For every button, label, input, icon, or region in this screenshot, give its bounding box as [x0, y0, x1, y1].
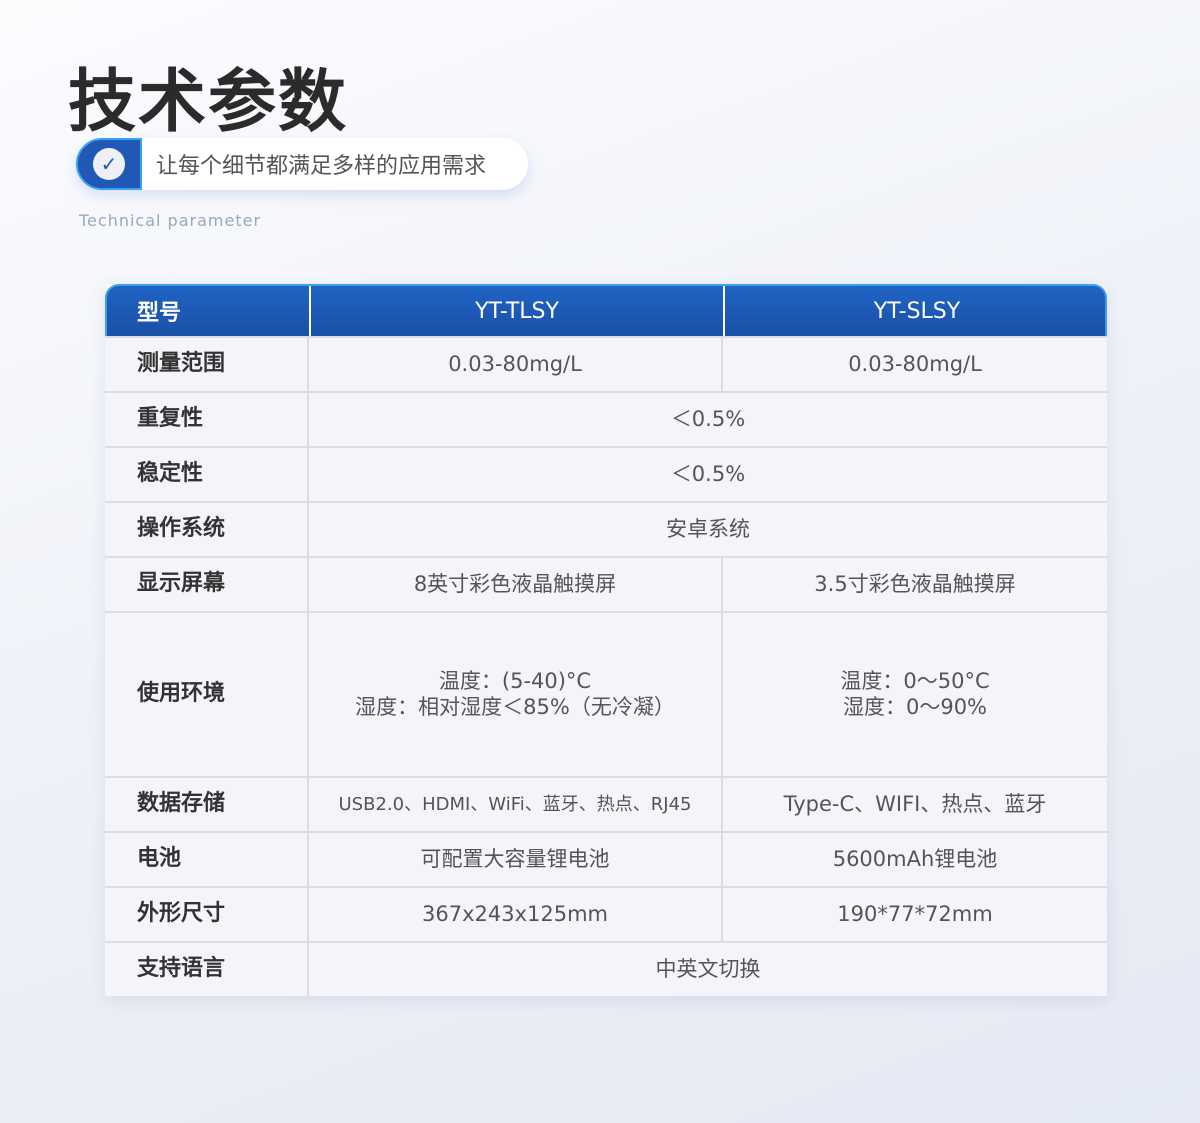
row-label: 电池	[137, 846, 182, 872]
check-icon: ✓	[93, 148, 125, 180]
cell: 温度：0～50°C 湿度：0～90%	[721, 613, 1107, 776]
subtitle: 让每个细节都满足多样的应用需求	[156, 154, 487, 179]
row-label: 支持语言	[137, 956, 226, 982]
row-label: 使用环境	[137, 681, 226, 707]
cell: USB2.0、HDMI、WiFi、蓝牙、热点、RJ45	[307, 778, 721, 831]
temperature: 温度：0～50°C	[840, 669, 990, 694]
table-row: 支持语言 中英文切换	[105, 941, 1107, 996]
cell: 0.03-80mg/L	[721, 338, 1107, 391]
row-label: 外形尺寸	[137, 901, 226, 927]
table-row: 显示屏幕 8英寸彩色液晶触摸屏 3.5寸彩色液晶触摸屏	[105, 556, 1107, 611]
table-header: 型号 YT-TLSY YT-SLSY	[105, 284, 1107, 336]
english-subtitle: Technical parameter	[79, 211, 262, 230]
row-label: 稳定性	[137, 461, 204, 487]
row-label: 显示屏幕	[137, 571, 226, 597]
row-label: 测量范围	[137, 351, 226, 377]
row-label: 重复性	[137, 406, 204, 432]
cell: 0.03-80mg/L	[307, 338, 721, 391]
cell: ＜0.5%	[307, 448, 1107, 501]
cell: 可配置大容量锂电池	[307, 833, 721, 886]
row-label: 数据存储	[137, 791, 226, 817]
cell: 5600mAh锂电池	[721, 833, 1107, 886]
subtitle-pill: ✓ 让每个细节都满足多样的应用需求	[76, 138, 528, 190]
cell: 8英寸彩色液晶触摸屏	[307, 558, 721, 611]
table-row: 外形尺寸 367x243x125mm 190*77*72mm	[105, 886, 1107, 941]
header-yt-tlsy: YT-TLSY	[309, 286, 723, 336]
cell: 安卓系统	[307, 503, 1107, 556]
cell: 3.5寸彩色液晶触摸屏	[721, 558, 1107, 611]
table-row: 稳定性 ＜0.5%	[105, 446, 1107, 501]
cell: 190*77*72mm	[721, 888, 1107, 941]
badge: ✓	[76, 138, 142, 190]
cell: 中英文切换	[307, 943, 1107, 996]
cell: Type-C、WIFI、热点、蓝牙	[721, 778, 1107, 831]
header-model: 型号	[137, 301, 182, 326]
row-label: 操作系统	[137, 516, 226, 542]
humidity: 湿度：0～90%	[842, 694, 988, 719]
cell: 367x243x125mm	[307, 888, 721, 941]
table-row: 使用环境 温度：(5-40)°C 湿度：相对湿度＜85%（无冷凝） 温度：0～50…	[105, 611, 1107, 776]
header-yt-slsy: YT-SLSY	[723, 286, 1109, 336]
table-row: 测量范围 0.03-80mg/L 0.03-80mg/L	[105, 336, 1107, 391]
temperature: 温度：(5-40)°C	[438, 669, 592, 694]
spec-table: 型号 YT-TLSY YT-SLSY 测量范围 0.03-80mg/L 0.03-8…	[105, 284, 1107, 996]
page-title: 技术参数	[68, 63, 349, 142]
cell: ＜0.5%	[307, 393, 1107, 446]
table-row: 操作系统 安卓系统	[105, 501, 1107, 556]
table-row: 电池 可配置大容量锂电池 5600mAh锂电池	[105, 831, 1107, 886]
table-row: 数据存储 USB2.0、HDMI、WiFi、蓝牙、热点、RJ45 Type-C、WI…	[105, 776, 1107, 831]
humidity: 湿度：相对湿度＜85%（无冷凝）	[355, 694, 675, 719]
cell: 温度：(5-40)°C 湿度：相对湿度＜85%（无冷凝）	[307, 613, 721, 776]
table-row: 重复性 ＜0.5%	[105, 391, 1107, 446]
